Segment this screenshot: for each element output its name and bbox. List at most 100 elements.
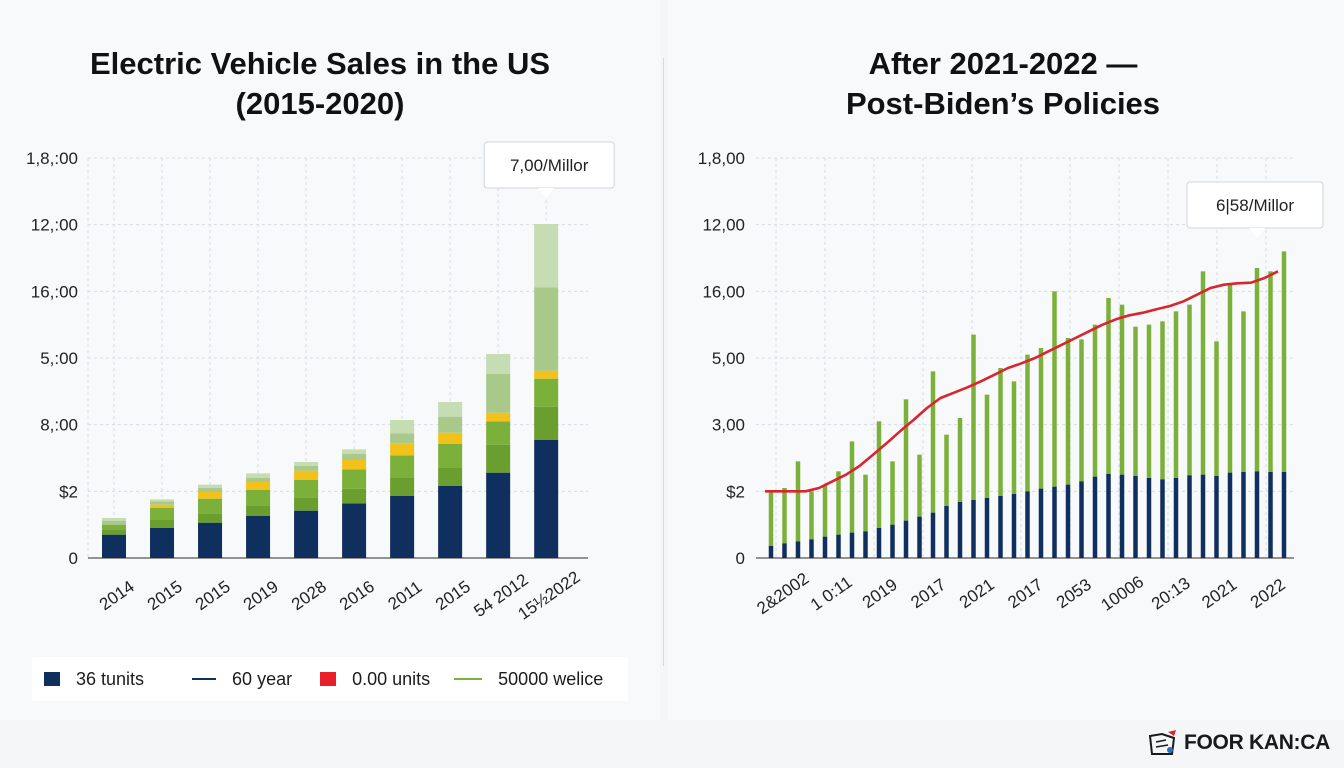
callout-pointer	[1249, 228, 1265, 238]
bar-segment-navy	[890, 524, 895, 558]
legend-label-2: 60 year	[232, 668, 293, 689]
bar-segment-dark_green	[534, 406, 559, 440]
bar-segment-yellow	[534, 370, 559, 379]
x-tick-label: 2053	[1053, 575, 1095, 612]
bar-segment-navy	[917, 516, 922, 558]
bar-segment-green	[984, 394, 990, 498]
legend-swatch-green-line	[454, 678, 483, 680]
y-tick-label: 1,8,:00	[26, 149, 78, 168]
bar-segment-green	[1254, 268, 1260, 472]
bar-segment-navy	[836, 534, 841, 558]
bar-segment-navy	[795, 541, 801, 558]
callout-label: 6|58/Millor	[1216, 196, 1294, 215]
bar-segment-green	[795, 461, 801, 542]
y-tick-label: 5,00	[712, 349, 745, 368]
bar-segment-light_green	[438, 416, 463, 433]
bar-segment-dark_green	[246, 506, 271, 516]
bar-segment-light_green	[534, 287, 559, 371]
bar-segment-navy	[849, 532, 855, 558]
bar-segment-green	[998, 368, 1003, 496]
bar-segment-navy	[1254, 471, 1260, 558]
bar-segment-navy	[1146, 478, 1152, 558]
bar-segment-navy	[944, 506, 949, 558]
bar-segment-green	[102, 524, 126, 530]
y-tick-label: 0	[69, 549, 78, 568]
bar-segment-green	[150, 508, 175, 520]
bar-segment-yellow	[438, 432, 463, 444]
bar-segment-navy	[534, 440, 559, 558]
bar-segment-navy	[1079, 481, 1084, 558]
bar-segment-pale_green	[198, 484, 223, 488]
bar-segment-navy	[1038, 488, 1044, 558]
bar-segment-dark_green	[294, 497, 319, 511]
left-title-line-2: (2015-2020)	[235, 86, 405, 121]
bar-segment-light_green	[198, 488, 223, 492]
y-tick-label: 8,:00	[40, 416, 78, 435]
bar-segment-green	[198, 498, 223, 514]
bar-segment-green	[1133, 326, 1138, 476]
bar-segment-green	[768, 491, 774, 546]
bar-segment-green	[534, 378, 559, 407]
bar-segment-yellow	[246, 482, 271, 490]
bar-segment-navy	[903, 520, 909, 558]
bar-segment-green	[876, 421, 882, 528]
bar-segment-navy	[486, 472, 511, 558]
bar-segment-navy	[984, 498, 990, 558]
bar-segment-navy	[998, 496, 1003, 558]
legend-label-4: 50000 welice	[498, 668, 604, 689]
y-tick-label: 1,8,00	[698, 149, 745, 168]
bar-segment-yellow	[150, 504, 175, 508]
bar-segment-green	[1052, 291, 1057, 487]
bar-segment-green	[930, 371, 936, 513]
footer-bar	[0, 720, 1344, 768]
bar-segment-light_green	[390, 433, 415, 444]
bar-segment-navy	[1011, 494, 1017, 558]
x-tick-label: 1 0:11	[807, 573, 856, 615]
bar-segment-green	[1092, 324, 1098, 477]
right-title-line-2: Post-Biden’s Policies	[845, 86, 1161, 121]
left-title-line-1: Electric Vehicle Sales in the US	[89, 46, 551, 81]
bar-segment-navy	[1160, 479, 1165, 558]
bar-segment-yellow	[198, 492, 223, 499]
bar-segment-navy	[198, 522, 223, 558]
bar-segment-green	[1119, 304, 1125, 475]
x-tick-label: 10006	[1098, 572, 1148, 615]
legend-item-4: 50000 welice	[454, 669, 603, 690]
legend-label-3: 0.00 units	[352, 668, 431, 689]
y-tick-label: 12,00	[702, 216, 745, 235]
bar-segment-green	[294, 480, 319, 498]
bar-segment-green	[917, 454, 922, 517]
bar-segment-yellow	[294, 470, 319, 480]
callout-pointer	[538, 188, 555, 198]
bar-segment-green	[944, 434, 949, 506]
x-tick-label: 2019	[859, 575, 901, 612]
bar-segment-green	[782, 488, 787, 544]
bar-segment-light_green	[342, 454, 367, 460]
bar-segment-navy	[1241, 472, 1246, 558]
bar-segment-green	[1025, 354, 1030, 492]
bar-segment-pale_green	[342, 449, 367, 454]
bar-segment-navy	[863, 531, 868, 558]
bar-segment-navy	[971, 500, 976, 558]
bar-segment-green	[1011, 381, 1017, 494]
bar-segment-green	[1038, 348, 1044, 489]
bar-segment-dark_green	[198, 513, 223, 523]
bar-segment-dark_green	[390, 477, 415, 496]
right-chart-title: After 2021-2022 — Post-Biden’s Policies	[688, 44, 1318, 124]
bar-segment-navy	[1200, 474, 1206, 558]
bar-segment-navy	[150, 528, 175, 558]
bar-segment-navy	[1268, 472, 1273, 558]
bar-segment-light_green	[150, 501, 175, 505]
legend-swatch-navy-square	[44, 672, 60, 686]
bar-segment-navy	[342, 503, 367, 558]
bar-segment-navy	[1092, 476, 1098, 558]
bar-segment-dark_green	[150, 520, 175, 528]
bar-segment-navy	[876, 528, 882, 558]
x-tick-label: 2&2002	[753, 569, 812, 618]
bar-segment-green	[342, 469, 367, 489]
right-title-line-1: After 2021-2022 —	[868, 46, 1138, 81]
bar-segment-green	[822, 484, 828, 537]
brand-logo-icon	[1148, 730, 1176, 755]
bar-segment-navy	[1119, 474, 1125, 558]
bar-segment-navy	[768, 546, 774, 558]
